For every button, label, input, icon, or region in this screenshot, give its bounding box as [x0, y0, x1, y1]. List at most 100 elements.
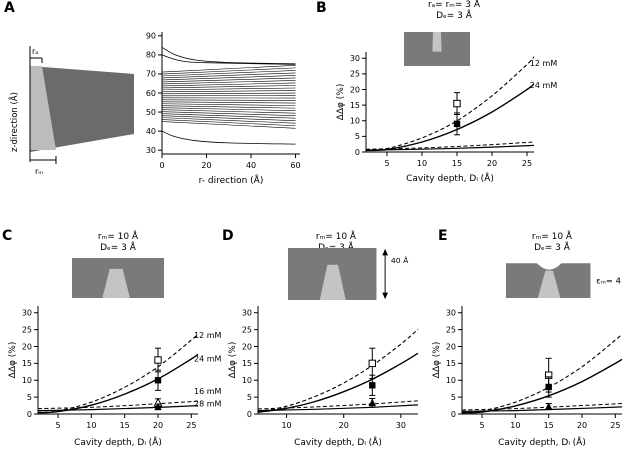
- svg-text:Cavity depth, Dₗ (Å): Cavity depth, Dₗ (Å): [406, 172, 494, 184]
- svg-text:5: 5: [27, 393, 32, 402]
- panel-c-membrane-inset: [72, 258, 164, 298]
- panel-b-membrane-inset: [404, 32, 470, 66]
- svg-text:50: 50: [146, 108, 156, 117]
- svg-text:25: 25: [350, 70, 360, 79]
- panel-c-title-line1: rₘ= 10 Å: [97, 232, 139, 242]
- svg-text:Cavity depth, Dₗ (Å): Cavity depth, Dₗ (Å): [74, 436, 162, 448]
- svg-text:20: 20: [242, 342, 252, 351]
- svg-text:5: 5: [479, 421, 484, 430]
- svg-text:25: 25: [610, 421, 620, 430]
- panel-e-title-line2: Dₑ= 3 Å: [534, 243, 570, 253]
- svg-text:15: 15: [452, 159, 462, 168]
- svg-text:10: 10: [242, 376, 252, 385]
- panel-d-plot: 10 20 30 0 5 10 15 20 25 30 Cavity depth, Dₗ (Å) ΔΔ…: [228, 306, 419, 448]
- svg-text:10: 10: [281, 421, 291, 430]
- svg-text:28 mM: 28 mM: [194, 400, 222, 409]
- svg-text:0: 0: [159, 161, 164, 170]
- svg-text:80: 80: [146, 51, 156, 60]
- svg-text:15: 15: [120, 421, 130, 430]
- svg-text:30: 30: [396, 421, 406, 430]
- svg-text:15: 15: [544, 421, 554, 430]
- svg-text:5: 5: [355, 132, 360, 141]
- svg-text:24 mM: 24 mM: [194, 355, 222, 364]
- svg-text:20: 20: [339, 421, 349, 430]
- svg-text:25: 25: [242, 325, 252, 334]
- panel-d-title-line1: rₘ= 10 Å: [315, 232, 357, 242]
- svg-text:60: 60: [290, 161, 300, 170]
- svg-text:20: 20: [446, 342, 456, 351]
- svg-text:10: 10: [22, 376, 32, 385]
- svg-text:ΔΔφ (%): ΔΔφ (%): [336, 84, 346, 121]
- svg-text:25: 25: [22, 325, 32, 334]
- panel-e-membrane-inset: εₘ= 4: [506, 263, 621, 298]
- svg-text:10: 10: [417, 159, 427, 168]
- svg-text:Cavity depth, Dₗ (Å): Cavity depth, Dₗ (Å): [498, 436, 586, 448]
- svg-text:20: 20: [487, 159, 497, 168]
- svg-text:r- direction (Å): r- direction (Å): [199, 174, 264, 186]
- panel-c-title-line2: Dₑ= 3 Å: [100, 243, 136, 253]
- svg-text:90: 90: [146, 32, 156, 41]
- panel-e-label: E: [438, 228, 448, 244]
- svg-text:Cavity depth, Dₗ (Å): Cavity depth, Dₗ (Å): [294, 436, 382, 448]
- svg-text:20: 20: [153, 421, 163, 430]
- svg-text:15: 15: [350, 101, 360, 110]
- svg-text:10: 10: [510, 421, 520, 430]
- svg-text:30: 30: [446, 309, 456, 318]
- svg-text:ΔΔφ (%): ΔΔφ (%): [8, 342, 18, 379]
- svg-text:0: 0: [27, 410, 32, 419]
- svg-text:70: 70: [146, 70, 156, 79]
- panel-e-plot: 5 10 15 20 25 0 5 10 15 20 25 30 Cavity depth, Dₗ (Å…: [432, 306, 623, 448]
- svg-text:30: 30: [350, 54, 360, 63]
- panel-b-title: rₐ= rₘ= 3 Å Dₑ= 3 Å: [384, 0, 524, 22]
- svg-text:30: 30: [242, 309, 252, 318]
- svg-text:15: 15: [242, 359, 252, 368]
- svg-text:0: 0: [355, 148, 360, 157]
- svg-text:10: 10: [86, 421, 96, 430]
- svg-text:5: 5: [451, 393, 456, 402]
- panel-d-title-line2: Dₑ= 3 Å: [266, 243, 406, 254]
- panel-d-membrane-inset: 40 Å: [288, 248, 409, 300]
- svg-text:40 Å: 40 Å: [391, 256, 409, 265]
- panel-e-title: rₘ= 10 Å Dₑ= 3 Å: [482, 232, 622, 254]
- panel-a-z-axis-label: z-direction (Å): [10, 92, 20, 152]
- svg-text:25: 25: [522, 159, 532, 168]
- panel-a-equipotential-plot: 0 20 40 60 30 40 50 60 70 80 90 r- direction (Å): [146, 32, 301, 186]
- panel-a-membrane-schematic: rₐ rₘ: [29, 46, 134, 176]
- svg-text:10: 10: [446, 376, 456, 385]
- panel-b-label: B: [316, 0, 327, 16]
- panel-e-title-line1: rₘ= 10 Å: [531, 232, 573, 242]
- svg-text:εₘ= 4: εₘ= 4: [596, 276, 621, 286]
- svg-text:12 mM: 12 mM: [530, 59, 558, 68]
- svg-text:5: 5: [247, 393, 252, 402]
- panel-c-plot: 5 10 15 20 25 0 5 10 15 20 25 30 Cavity depth, Dₗ (Å…: [8, 306, 222, 448]
- svg-text:ΔΔφ (%): ΔΔφ (%): [432, 342, 442, 379]
- svg-text:40: 40: [246, 161, 256, 170]
- svg-text:20: 20: [201, 161, 211, 170]
- svg-text:15: 15: [446, 359, 456, 368]
- svg-text:15: 15: [22, 359, 32, 368]
- svg-text:rₐ: rₐ: [32, 47, 38, 56]
- panel-d-title: rₘ= 10 Å Dₑ= 3 Å: [266, 232, 406, 254]
- svg-text:20: 20: [577, 421, 587, 430]
- panel-b-plot: 5 10 15 20 25 0 5 10 15 20 25 30 Cavity depth, Dₗ (Å…: [336, 52, 558, 184]
- svg-text:25: 25: [446, 325, 456, 334]
- svg-text:30: 30: [22, 309, 32, 318]
- svg-text:rₘ: rₘ: [35, 167, 43, 176]
- panel-a-label: A: [4, 0, 15, 16]
- svg-text:60: 60: [146, 89, 156, 98]
- svg-text:30: 30: [146, 146, 156, 155]
- svg-text:16 mM: 16 mM: [194, 387, 222, 396]
- svg-text:12 mM: 12 mM: [194, 331, 222, 340]
- svg-text:25: 25: [186, 421, 196, 430]
- svg-text:24 mM: 24 mM: [530, 81, 558, 90]
- svg-text:0: 0: [451, 410, 456, 419]
- svg-text:40: 40: [146, 127, 156, 136]
- svg-text:0: 0: [247, 410, 252, 419]
- svg-text:5: 5: [384, 159, 389, 168]
- panel-c-title: rₘ= 10 Å Dₑ= 3 Å: [48, 232, 188, 254]
- panel-c-label: C: [2, 228, 13, 244]
- svg-text:10: 10: [350, 117, 360, 126]
- svg-text:20: 20: [22, 342, 32, 351]
- panel-d-label: D: [222, 228, 234, 244]
